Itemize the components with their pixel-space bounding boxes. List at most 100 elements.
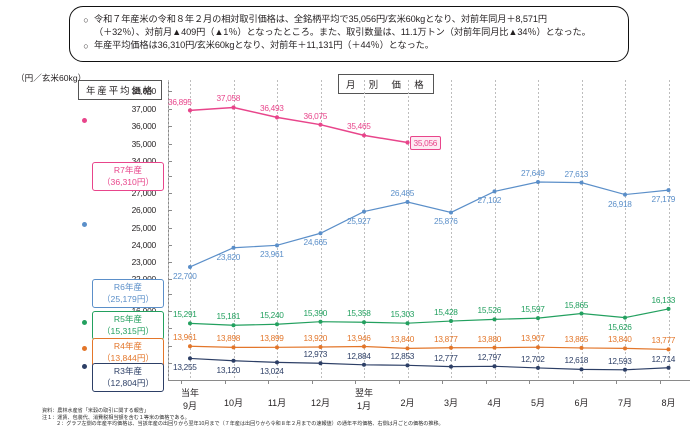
series-line-R6年産 bbox=[189, 181, 669, 268]
data-label-R3年産: 13,024 bbox=[260, 366, 284, 377]
series-point-R3年産 bbox=[362, 362, 366, 367]
x-axis-month-label: 9月 bbox=[182, 401, 197, 411]
series-point-R6年産 bbox=[492, 189, 497, 194]
x-axis-tick-label: 4月 bbox=[473, 386, 517, 409]
series-point-R5年産 bbox=[405, 321, 410, 326]
data-label-R6年産: 23,961 bbox=[260, 249, 284, 260]
series-point-R5年産 bbox=[666, 306, 671, 311]
y-axis-tick-mark bbox=[168, 362, 172, 364]
data-label-R3年産: 12,593 bbox=[608, 355, 632, 366]
series-point-R6年産 bbox=[449, 210, 453, 215]
data-label-R3年産: 12,777 bbox=[434, 352, 458, 363]
data-label-R5年産: 15,291 bbox=[173, 309, 197, 320]
y-axis-tick-mark bbox=[168, 227, 172, 229]
legend-average-marker bbox=[82, 345, 87, 351]
gridline bbox=[581, 80, 583, 380]
data-label-R3年産: 12,702 bbox=[521, 353, 545, 364]
summary-bullet-1: ○ 令和７年産米の令和８年２月の相対取引価格は、全銘柄平均で35,056円/玄米… bbox=[78, 13, 620, 39]
series-point-R5年産 bbox=[449, 319, 453, 324]
x-axis-month-label: 8月 bbox=[661, 398, 676, 408]
data-label-R5年産: 16,133 bbox=[651, 294, 676, 305]
data-label-R5年産: 15,865 bbox=[564, 299, 589, 310]
footnote-1: 注１：運賃、包装代、消費税相当額を含む１等米の価格である。 bbox=[42, 414, 190, 421]
series-point-R5年産 bbox=[362, 320, 366, 325]
data-label-R3年産: 12,618 bbox=[564, 355, 589, 366]
series-point-R4年産 bbox=[623, 346, 627, 351]
gridline bbox=[625, 80, 626, 380]
series-point-R7年産 bbox=[231, 105, 236, 110]
legend-card-R3年産[interactable]: R3年産 （12,804円） bbox=[92, 363, 164, 392]
y-axis-tick-label: 23,000 bbox=[131, 256, 157, 267]
series-point-R4年産 bbox=[449, 345, 453, 350]
y-axis-tick-mark bbox=[168, 345, 172, 347]
legend-card-R4年産[interactable]: R4年産 （13,844円） bbox=[92, 338, 164, 367]
data-label-R7年産: 35,056 bbox=[409, 135, 442, 150]
gridline bbox=[320, 80, 322, 380]
data-label-R6年産: 22,700 bbox=[173, 270, 197, 281]
series-point-R4年産 bbox=[492, 345, 497, 350]
series-point-R5年産 bbox=[579, 311, 584, 316]
legend-series-average: （13,844円） bbox=[101, 352, 155, 363]
x-axis-tick-mark bbox=[529, 380, 530, 384]
x-axis-tick-label: 3月 bbox=[429, 386, 473, 409]
series-point-R4年産 bbox=[188, 344, 192, 349]
right-panel-title: 月 別 価 格 bbox=[338, 74, 434, 94]
x-axis-tick-mark bbox=[572, 380, 574, 384]
x-axis-tick-label: 7月 bbox=[603, 386, 647, 409]
legend-card-R7年産[interactable]: R7年産 （36,310円） bbox=[92, 162, 164, 191]
y-axis-tick-label: 34,000 bbox=[131, 156, 157, 166]
gridline bbox=[233, 80, 235, 380]
data-label-R6年産: 25,876 bbox=[434, 216, 458, 227]
legend-card-R5年産[interactable]: R5年産 （15,315円） bbox=[92, 311, 164, 340]
data-label-R5年産: 15,303 bbox=[390, 309, 415, 320]
x-axis-month-label: 4月 bbox=[487, 398, 502, 408]
x-axis-tick-mark bbox=[224, 380, 226, 384]
data-label-R5年産: 15,526 bbox=[477, 305, 502, 316]
x-axis-month-label: 3月 bbox=[443, 398, 458, 408]
x-axis-tick-mark bbox=[398, 380, 400, 384]
series-point-R4年産 bbox=[405, 346, 410, 351]
legend-series-average: （25,179円） bbox=[101, 293, 155, 304]
x-axis-tick-mark bbox=[355, 380, 356, 384]
series-point-R5年産 bbox=[318, 319, 323, 324]
footnotes: 資料：農林水産省「米穀の取引に関する報告」 注１：運賃、包装代、消費税相当額を含… bbox=[42, 408, 692, 428]
series-point-R7年産 bbox=[361, 133, 367, 138]
x-axis-month-label: 6月 bbox=[574, 398, 589, 408]
data-label-R4年産: 13,865 bbox=[564, 333, 589, 344]
legend-average-marker bbox=[82, 320, 87, 326]
series-point-R6年産 bbox=[275, 243, 279, 248]
series-point-R7年産 bbox=[187, 108, 193, 113]
y-axis-tick-mark bbox=[168, 261, 172, 263]
legend-average-marker bbox=[82, 118, 87, 124]
x-axis-tick-mark bbox=[181, 380, 182, 384]
y-axis-tick-mark bbox=[168, 91, 172, 92]
data-label-R4年産: 13,777 bbox=[651, 335, 676, 346]
legend-series-name: R3年産 bbox=[113, 366, 143, 376]
series-point-R7年産 bbox=[274, 115, 280, 120]
x-axis-month-label: 5月 bbox=[530, 398, 545, 408]
series-point-R3年産 bbox=[666, 365, 671, 370]
data-label-R6年産: 24,665 bbox=[303, 237, 328, 248]
gridline bbox=[277, 80, 278, 380]
legend-card-R6年産[interactable]: R6年産 （25,179円） bbox=[92, 279, 164, 308]
data-label-R5年産: 15,597 bbox=[521, 304, 545, 315]
footnote-source: 資料：農林水産省「米穀の取引に関する報告」 bbox=[42, 408, 149, 414]
data-label-R3年産: 12,797 bbox=[477, 352, 502, 363]
x-axis-tick-mark bbox=[485, 380, 487, 384]
data-label-R4年産: 13,907 bbox=[521, 333, 545, 344]
y-axis-tick-mark bbox=[168, 143, 172, 145]
y-axis-tick-label: 37,000 bbox=[131, 103, 157, 114]
data-label-R5年産: 15,390 bbox=[303, 307, 328, 318]
series-point-R4年産 bbox=[536, 345, 540, 350]
series-point-R4年産 bbox=[362, 344, 366, 349]
y-axis-tick-label: 26,000 bbox=[131, 205, 157, 216]
summary-bullet-2-text: 年産平均価格は36,310円/玄米60kgとなり、対前年＋11,131円（＋44… bbox=[94, 40, 434, 51]
series-point-R5年産 bbox=[188, 321, 192, 326]
series-point-R5年産 bbox=[623, 315, 627, 320]
series-point-R6年産 bbox=[623, 192, 627, 197]
x-axis-month-label: 11月 bbox=[267, 398, 287, 408]
data-label-R4年産: 13,840 bbox=[608, 334, 632, 345]
data-label-R6年産: 27,613 bbox=[564, 168, 589, 179]
x-axis-tick-label: 5月 bbox=[516, 386, 560, 409]
x-axis-tick-label: 8月 bbox=[647, 386, 691, 409]
